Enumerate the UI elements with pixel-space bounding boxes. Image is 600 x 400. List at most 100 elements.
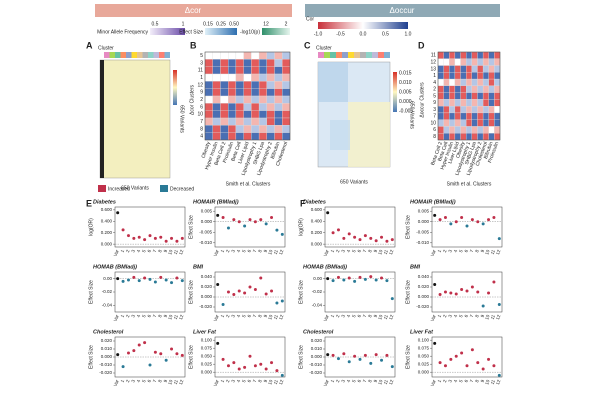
x-tick-label: 9 <box>263 314 269 319</box>
heatmap-cell <box>266 81 275 89</box>
heatmap-cell <box>212 51 221 60</box>
x-tick-label: 5 <box>141 379 147 384</box>
plot-title: HOMAB (BMIadj) <box>303 264 347 270</box>
dot <box>280 299 284 303</box>
dot <box>443 290 447 294</box>
x-tick-label: Var <box>213 249 220 257</box>
heatmap-a <box>99 59 171 179</box>
plot-title: HOMAB (BMIadj) <box>93 264 137 270</box>
row-label: 8 <box>433 134 436 140</box>
x-tick-label: Var <box>113 314 120 322</box>
dot <box>137 235 141 239</box>
heatmap-cell <box>488 92 495 100</box>
dot <box>170 236 174 240</box>
heatmap-cell <box>454 85 461 93</box>
heatmap-cell <box>488 65 495 73</box>
dot <box>497 237 501 241</box>
x-tick-label: 2 <box>225 379 231 384</box>
y-tick-label: -0.010 <box>416 240 429 245</box>
dot <box>465 289 469 293</box>
dot <box>449 222 453 226</box>
axis-title: 650 Variants <box>340 179 368 185</box>
x-tick-label: 3 <box>230 249 236 254</box>
x-tick-label: 2 <box>335 249 341 254</box>
y-tick-label: -0.010 <box>309 362 322 367</box>
heatmap-cell <box>235 117 244 126</box>
x-tick-label: 2 <box>442 379 448 384</box>
row-label: 9 <box>433 100 436 106</box>
heatmap-cell <box>282 95 291 104</box>
x-tick-label: 1 <box>330 379 336 384</box>
x-tick-label: 12 <box>495 314 502 321</box>
y-tick-label: 0.100 <box>201 337 213 342</box>
legend-tick: 12 <box>263 21 269 27</box>
dot <box>137 279 141 283</box>
heatmap-cell <box>471 126 478 134</box>
heatmap-cell <box>437 99 444 107</box>
header-bar <box>95 4 292 17</box>
heatmap-cell <box>460 106 467 114</box>
cluster-strip <box>372 52 378 58</box>
row-label: 6 <box>433 127 436 133</box>
heatmap-cell <box>437 112 444 120</box>
panel-letter: D <box>418 40 425 50</box>
dot <box>148 234 152 238</box>
x-tick-label: 5 <box>241 314 247 319</box>
heatmap-cell <box>243 132 252 141</box>
y-tick-label: -0.04 <box>312 303 323 308</box>
heatmap-cell <box>460 126 467 134</box>
heatmap-cell <box>449 58 456 66</box>
dot <box>438 293 442 296</box>
cluster-strip <box>164 52 170 58</box>
y-tick-label: -0.020 <box>416 304 429 309</box>
heatmap-cell <box>251 132 260 141</box>
dot <box>470 285 474 289</box>
heatmap-cell <box>258 73 267 82</box>
heatmap-cell <box>482 51 489 59</box>
y-tick-label: 0.020 <box>311 338 323 343</box>
x-tick-label: 11 <box>173 379 179 386</box>
dot <box>390 297 394 301</box>
x-tick-label: 2 <box>442 314 448 319</box>
legend-bar <box>262 28 290 35</box>
legend-tick: 0.5 <box>152 21 159 27</box>
plot-title: Diabetes <box>303 199 326 205</box>
dot <box>342 236 346 240</box>
dot <box>253 288 257 291</box>
heatmap-cell <box>477 65 484 73</box>
heatmap-cell <box>220 66 229 75</box>
heatmap-block <box>330 120 350 150</box>
dot <box>121 228 125 232</box>
row-label: 2 <box>200 97 203 103</box>
heatmap-cell <box>443 133 450 141</box>
heatmap-cell <box>204 95 213 104</box>
row-label: 7 <box>200 119 203 125</box>
dot <box>487 218 491 222</box>
heatmap-cell <box>477 119 484 127</box>
heatmap-cell <box>251 73 260 82</box>
heatmap-cell <box>482 85 489 93</box>
dot <box>497 373 501 377</box>
row-label: 6 <box>200 104 203 110</box>
x-tick-label: 6 <box>146 249 152 254</box>
heatmap-cell <box>494 58 501 66</box>
heatmap-cell <box>251 88 260 97</box>
colorbar-tick: 0.000 <box>399 99 412 105</box>
heatmap-cell <box>204 117 213 126</box>
dot <box>237 367 241 371</box>
heatmap-cell <box>220 88 229 97</box>
x-tick-label: 2 <box>125 249 131 254</box>
cluster-strip <box>366 52 372 58</box>
axis-title: log(OR) <box>298 218 304 236</box>
x-tick-label: 6 <box>356 379 362 384</box>
x-tick-label: 3 <box>130 249 136 254</box>
dot <box>476 290 480 294</box>
heatmap-cell <box>204 59 213 67</box>
heatmap-cell <box>460 99 467 107</box>
dot <box>159 352 163 356</box>
dot <box>470 218 474 222</box>
heatmap-cell <box>204 51 213 60</box>
row-label: 4 <box>433 80 436 86</box>
heatmap-cell <box>220 73 229 82</box>
cluster-label: Cluster <box>316 45 332 51</box>
